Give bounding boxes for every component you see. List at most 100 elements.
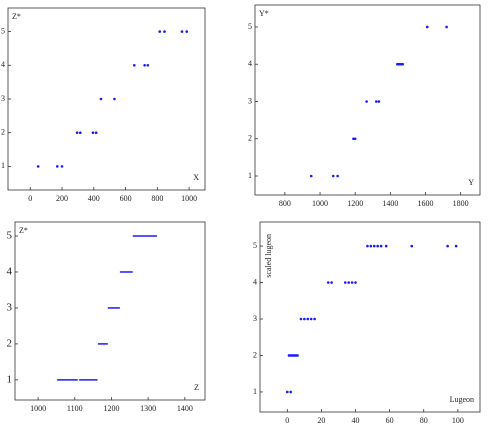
x-tick-label: 60 bbox=[386, 416, 394, 425]
y-tick-label: 5 bbox=[253, 241, 257, 250]
y-tick-label: 1 bbox=[7, 373, 13, 385]
x-tick-label: 1300 bbox=[140, 404, 156, 413]
y-tick-label: 1 bbox=[1, 161, 5, 170]
y-tick-label: 5 bbox=[248, 22, 252, 31]
point bbox=[410, 244, 414, 248]
x-tick-label: 1400 bbox=[382, 199, 398, 208]
point bbox=[55, 165, 59, 168]
point bbox=[353, 137, 357, 141]
x-tick-label: 1000 bbox=[181, 194, 197, 203]
point bbox=[75, 131, 79, 135]
x-tick-label: 1100 bbox=[67, 404, 83, 413]
point bbox=[336, 174, 339, 178]
point bbox=[299, 317, 303, 321]
point bbox=[180, 30, 184, 33]
y-tick-label: 1 bbox=[248, 171, 252, 180]
x-tick-label: 1000 bbox=[30, 404, 46, 413]
y-tick-label: 2 bbox=[7, 337, 13, 349]
axes-frame bbox=[14, 221, 206, 401]
x-axis-label: X bbox=[193, 173, 199, 182]
y-tick-label: 3 bbox=[253, 314, 257, 323]
point bbox=[306, 317, 310, 321]
x-tick-label: 800 bbox=[151, 194, 163, 203]
point bbox=[36, 165, 40, 168]
point bbox=[445, 25, 448, 29]
subplot: 0 200 400 600 800 1000 1 2 3 4 5 Z* X bbox=[1, 7, 206, 203]
point bbox=[379, 244, 383, 248]
point bbox=[384, 244, 388, 248]
x-axis-label: Y bbox=[468, 178, 474, 187]
point bbox=[163, 30, 166, 33]
point bbox=[401, 62, 404, 66]
point bbox=[331, 174, 335, 178]
y-tick-label: 2 bbox=[1, 128, 5, 137]
point bbox=[303, 317, 306, 321]
point bbox=[309, 317, 313, 321]
point bbox=[369, 244, 373, 248]
x-tick-label: 40 bbox=[352, 416, 360, 425]
y-tick-label: 2 bbox=[248, 134, 252, 143]
point bbox=[330, 281, 333, 284]
y-axis-label: scaled lugeon bbox=[264, 234, 273, 278]
x-tick-label: 1400 bbox=[177, 404, 193, 413]
point bbox=[158, 30, 162, 33]
point bbox=[354, 281, 357, 284]
y-tick-label: 3 bbox=[1, 94, 5, 103]
point bbox=[350, 281, 354, 284]
x-tick-label: 200 bbox=[56, 194, 68, 203]
point bbox=[143, 63, 146, 67]
x-tick-label: 1200 bbox=[347, 199, 363, 208]
x-tick-label: 0 bbox=[285, 416, 289, 425]
x-tick-label: 1200 bbox=[103, 404, 119, 413]
point bbox=[366, 244, 369, 248]
point bbox=[374, 100, 378, 103]
subplot: 800 1000 1200 1400 1600 1800 1 2 3 4 5 Y* Y bbox=[248, 4, 481, 208]
point bbox=[376, 244, 379, 248]
point bbox=[99, 97, 103, 101]
y-tick-label: 5 bbox=[1, 26, 5, 35]
point bbox=[425, 25, 429, 29]
point bbox=[377, 100, 381, 103]
axes-frame bbox=[259, 221, 481, 413]
x-tick-label: 600 bbox=[120, 194, 132, 203]
point bbox=[372, 244, 376, 248]
point bbox=[146, 63, 150, 67]
x-axis-label: Z bbox=[194, 383, 199, 392]
axes-frame bbox=[254, 4, 481, 196]
x-axis-label: Lugeon bbox=[450, 395, 474, 404]
point bbox=[296, 354, 299, 357]
y-axis-label: Z* bbox=[12, 12, 21, 21]
point bbox=[289, 390, 292, 394]
point bbox=[133, 63, 136, 67]
point bbox=[285, 390, 289, 394]
y-tick-label: 4 bbox=[248, 59, 252, 68]
y-tick-label: 4 bbox=[1, 60, 5, 69]
subplot: 0 20 40 60 80 100 1 2 3 4 5 scaled lugeon Lugeon bbox=[253, 221, 481, 425]
y-tick-label: 1 bbox=[253, 387, 257, 396]
point bbox=[94, 131, 98, 135]
y-tick-label: 4 bbox=[7, 266, 13, 278]
point bbox=[60, 165, 64, 168]
y-tick-label: 3 bbox=[7, 301, 13, 313]
point bbox=[113, 97, 116, 101]
point bbox=[343, 281, 347, 284]
x-tick-label: 20 bbox=[317, 416, 325, 425]
y-axis-label: Z* bbox=[19, 226, 28, 235]
y-tick-label: 4 bbox=[253, 277, 257, 286]
x-tick-label: 80 bbox=[420, 416, 428, 425]
point bbox=[326, 281, 330, 284]
point bbox=[91, 131, 95, 135]
y-tick-label: 3 bbox=[248, 96, 252, 105]
point bbox=[454, 244, 458, 248]
point bbox=[309, 174, 313, 178]
x-tick-label: 1000 bbox=[312, 199, 328, 208]
point bbox=[185, 30, 189, 33]
x-tick-label: 1600 bbox=[418, 199, 434, 208]
x-tick-label: 100 bbox=[452, 416, 464, 425]
axes-frame bbox=[7, 7, 206, 191]
y-axis-label: Y* bbox=[259, 9, 269, 18]
point bbox=[313, 317, 316, 321]
x-tick-label: 0 bbox=[28, 194, 32, 203]
point bbox=[446, 244, 449, 248]
